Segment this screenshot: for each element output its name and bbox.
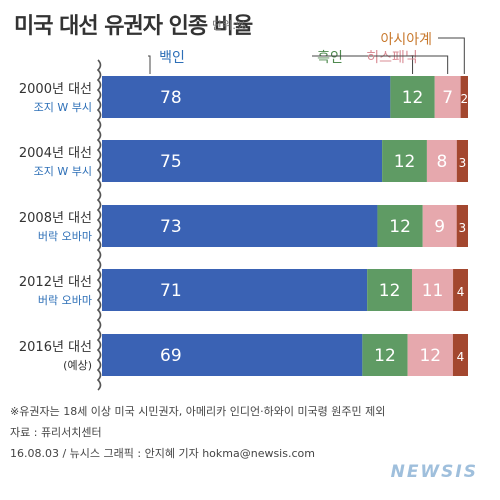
unit-label: 단위:% [212,19,247,32]
bar-segment-2 [382,140,427,182]
data-label: 75 [160,152,182,172]
data-label: 12 [379,281,401,301]
category-label: 2004년 대선 [19,146,92,161]
category-label: 2016년 대선 [19,340,92,355]
bar-segment-1 [102,269,368,311]
data-label: 3 [459,156,467,170]
footnote: ※유권자는 18세 이상 미국 시민권자, 아메리카 인디언·하와이 미국령 원… [10,405,386,418]
bar-segment-3 [434,76,461,118]
bar-segment-4 [452,334,468,376]
bar-segment-4 [460,76,468,118]
bar-segment-3 [426,140,457,182]
source-note: 자료 : 퓨리서치센터 [10,426,102,439]
bar-segment-4 [456,140,468,182]
bar-segment-1 [102,76,391,118]
data-label: 73 [160,217,182,237]
data-label: 9 [434,217,445,237]
data-label: 69 [160,346,182,366]
category-label: 2000년 대선 [19,82,92,97]
bar-segment-3 [422,205,457,247]
newsis-logo: NEWSIS [390,462,478,482]
bar-segment-2 [377,205,423,247]
bar-segment-1 [102,140,383,182]
data-label: 7 [442,88,453,108]
category-subtitle: 버락 오바마 [38,294,92,307]
data-label: 12 [394,152,416,172]
category-subtitle: (예상) [63,359,92,372]
data-label: 12 [402,88,424,108]
data-label: 3 [459,221,467,235]
legend-leader [438,37,465,74]
data-label: 4 [457,285,465,299]
bar-segment-2 [362,334,408,376]
credit-note: 16.08.03 / 뉴시스 그래픽 : 안지혜 기자 hokma@newsis… [10,447,315,460]
axis-break-line [96,59,102,391]
data-label: 12 [374,346,396,366]
bar-segment-4 [453,269,468,311]
bar-segment-3 [411,269,454,311]
data-label: 78 [160,88,182,108]
legend-label-2: 흑인 [317,49,343,66]
legend-label-3: 히스패닉 [366,50,418,66]
data-label: 2 [460,92,468,106]
category-subtitle: 조지 W 부시 [34,165,92,178]
legend-label-1: 백인 [159,50,185,66]
data-label: 11 [422,281,444,301]
category-subtitle: 조지 W 부시 [34,101,92,114]
legend-leader [374,55,449,74]
legend-leader [148,55,151,74]
bar-segment-4 [456,205,468,247]
data-label: 71 [160,281,182,301]
data-label: 4 [457,350,465,364]
legend-label-4: 아시아계 [380,32,432,48]
category-label: 2012년 대선 [19,275,92,290]
bar-segment-2 [390,76,435,118]
data-label: 12 [419,346,441,366]
bar-segment-2 [367,269,412,311]
bar-segment-1 [102,205,378,247]
category-subtitle: 버락 오바마 [38,230,92,243]
data-label: 8 [436,152,447,172]
data-label: 12 [389,217,411,237]
bar-segment-3 [407,334,453,376]
bar-segment-1 [102,334,363,376]
category-label: 2008년 대선 [19,211,92,226]
chart-title: 미국 대선 유권자 인종 비율 [14,14,253,39]
